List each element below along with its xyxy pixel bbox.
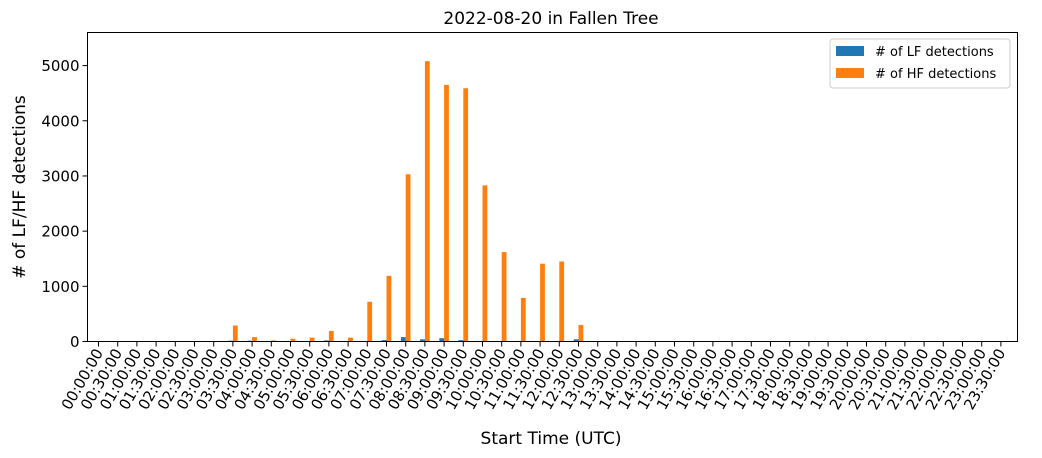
chart-title: 2022-08-20 in Fallen Tree — [443, 9, 658, 29]
hf-bar — [405, 174, 411, 342]
legend-swatch-hf — [836, 68, 864, 78]
hf-bar — [309, 337, 315, 342]
hf-bar — [386, 275, 392, 342]
y-tick-label: 2000 — [41, 223, 79, 241]
lf-bar — [573, 339, 579, 342]
y-tick-label: 0 — [70, 333, 80, 351]
legend-label-lf: # of LF detections — [875, 45, 994, 60]
y-axis-label: # of LF/HF detections — [10, 95, 30, 279]
y-tick-label: 4000 — [41, 112, 79, 130]
hf-bar — [559, 261, 565, 342]
bars-layer — [228, 61, 584, 342]
y-tick-label: 1000 — [41, 278, 79, 296]
legend: # of LF detections # of HF detections — [829, 38, 1011, 89]
hf-bar — [328, 331, 334, 342]
hf-bar — [540, 263, 545, 342]
hf-bar — [463, 88, 469, 342]
hf-bar — [348, 337, 353, 342]
x-axis: 00:00:0000:30:0001:00:0001:30:0002:00:00… — [58, 341, 1009, 413]
hf-bar — [232, 325, 238, 342]
legend-label-hf: # of HF detections — [875, 67, 996, 82]
y-tick-label: 5000 — [41, 57, 79, 75]
plot-frame — [87, 32, 1018, 342]
y-axis: 0 1000 2000 3000 4000 5000 — [41, 57, 88, 351]
legend-box — [829, 38, 1011, 89]
lf-bar — [439, 338, 445, 342]
hf-bar — [578, 324, 584, 342]
hf-bar — [501, 252, 507, 342]
lf-bar — [458, 340, 464, 342]
lf-bar — [381, 340, 387, 342]
hf-bar — [290, 338, 296, 342]
hf-bar — [520, 297, 526, 342]
lf-bar — [324, 340, 329, 342]
x-axis-label: Start Time (UTC) — [481, 429, 622, 449]
hf-bar — [444, 84, 449, 342]
hf-bar — [271, 340, 277, 342]
hf-bar — [252, 337, 257, 342]
hf-bar — [424, 61, 430, 342]
y-tick-label: 3000 — [41, 167, 79, 185]
hf-bar — [482, 185, 488, 342]
legend-swatch-lf — [836, 46, 864, 56]
lf-bar — [420, 339, 425, 342]
lf-bar — [400, 337, 406, 342]
hf-bar — [367, 301, 373, 342]
